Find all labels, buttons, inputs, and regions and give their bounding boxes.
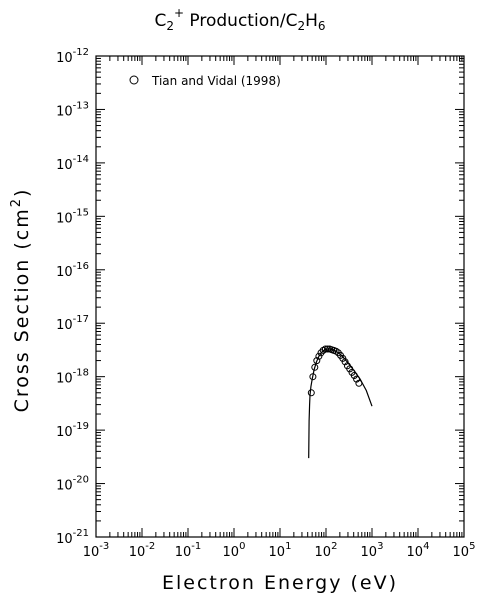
y-tick-label: 10-13 [56, 100, 89, 119]
y-tick-label: 10-16 [56, 261, 89, 280]
data-point [313, 357, 321, 365]
y-axis-tick-labels: 10-21 10-20 10-19 10-18 10-17 10-16 10-15 10-14… [56, 47, 89, 547]
y-tick-label: 10-15 [56, 207, 89, 226]
x-axis-tick-labels: 10-3 10-2 10-1 100 101 102 103 104 105 [83, 541, 476, 560]
y-tick-label: 10-17 [56, 314, 89, 333]
y-axis-label: Cross Section (cm2) [9, 188, 33, 413]
axis-ticks [95, 55, 465, 538]
legend-label: Tian and Vidal (1998) [151, 74, 281, 88]
plot-frame [95, 55, 465, 538]
x-tick-label: 100 [223, 541, 246, 560]
x-tick-label: 101 [269, 541, 292, 560]
x-tick-label: 104 [407, 541, 430, 560]
data-point [311, 363, 319, 371]
y-tick-label: 10-21 [56, 528, 89, 547]
y-tick-label: 10-20 [56, 475, 89, 494]
x-axis-label: Electron Energy (eV) [162, 572, 398, 594]
y-tick-label: 10-14 [56, 154, 89, 173]
data-point [307, 389, 315, 397]
x-tick-label: 102 [315, 541, 338, 560]
x-tick-label: 105 [453, 541, 476, 560]
x-tick-label: 10-3 [83, 541, 110, 560]
data-point [317, 349, 325, 357]
fit-curve [308, 348, 373, 459]
y-tick-label: 10-19 [56, 421, 89, 440]
x-tick-label: 103 [361, 541, 384, 560]
chart-title: C2+ Production/C2H6 [154, 6, 325, 33]
plot-series [307, 345, 373, 459]
data-point [315, 352, 323, 360]
y-tick-label: 10-12 [56, 47, 89, 66]
legend: Tian and Vidal (1998) [129, 74, 281, 88]
x-tick-label: 10-2 [129, 541, 156, 560]
x-tick-label: 10-1 [175, 541, 202, 560]
legend-marker-icon [129, 75, 139, 85]
y-tick-label: 10-18 [56, 368, 89, 387]
